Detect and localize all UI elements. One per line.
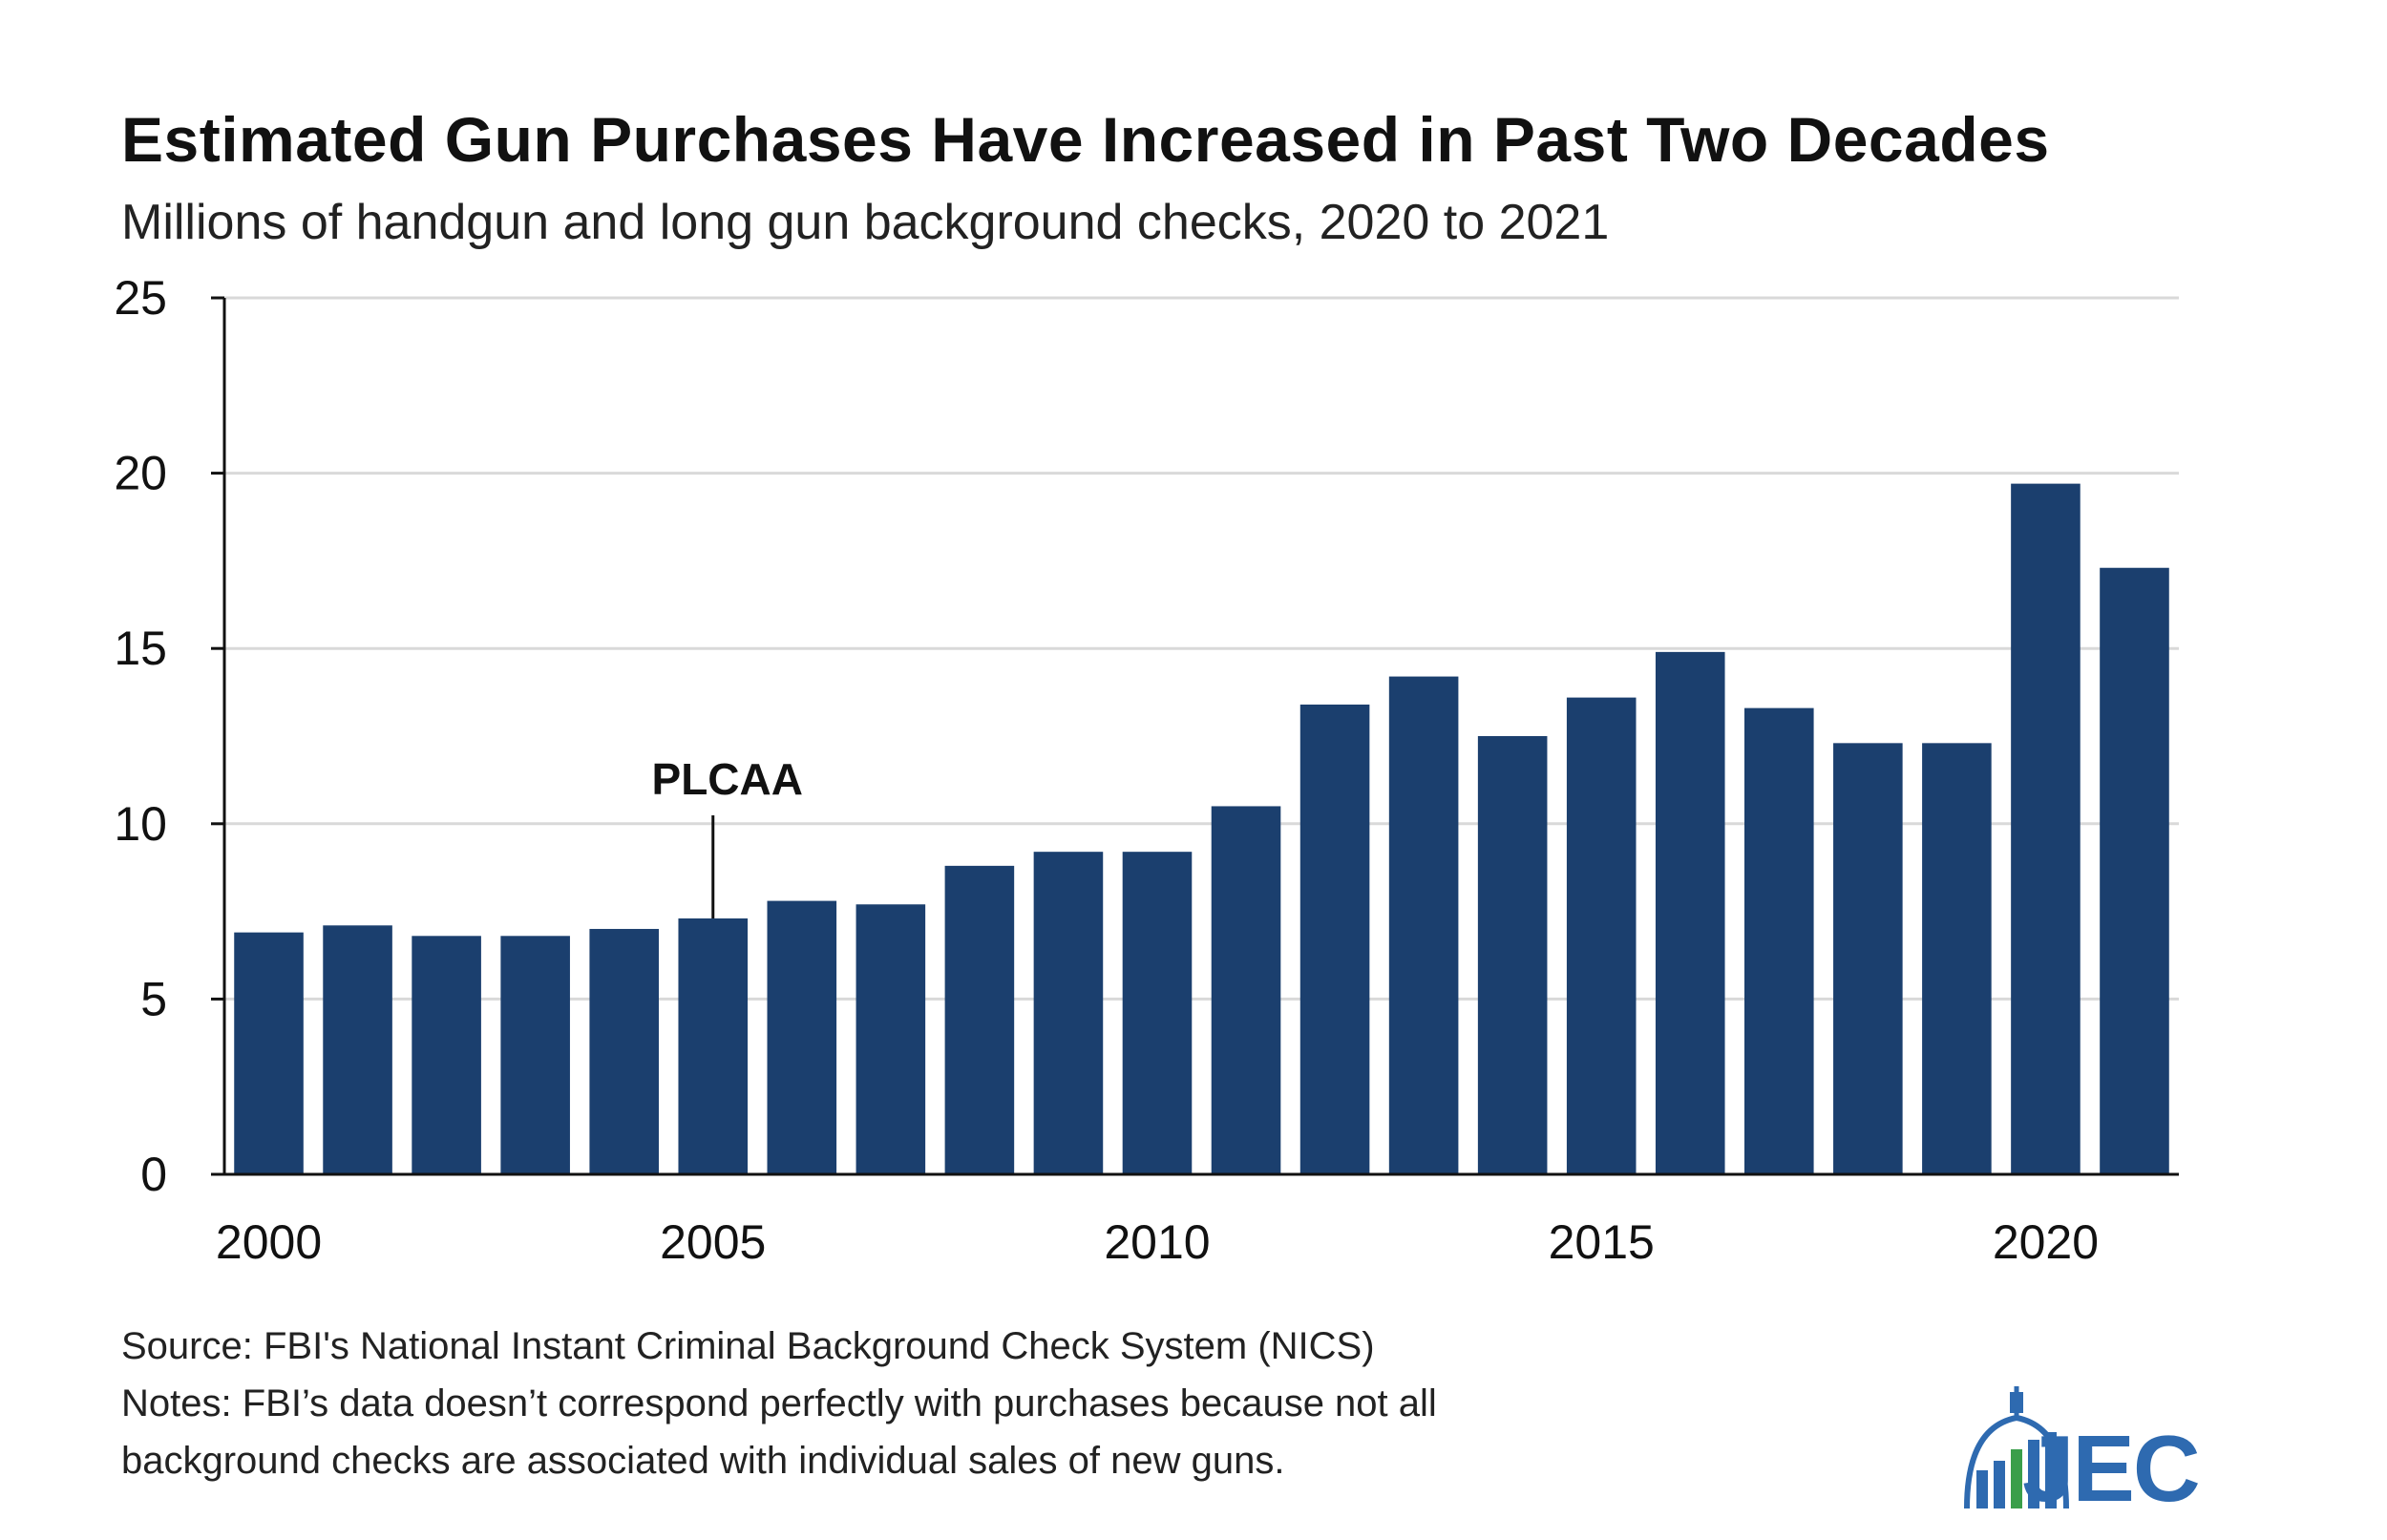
bar-2016	[1655, 651, 1725, 1174]
logo-text: JEC	[2022, 1416, 2201, 1521]
source-line: Source: FBI's National Instant Criminal …	[121, 1325, 1375, 1367]
x-tick-label: 2020	[1993, 1215, 2099, 1269]
bar-2001	[323, 925, 392, 1174]
bar-2000	[234, 932, 304, 1174]
bar-2013	[1388, 676, 1459, 1174]
bar-chart: 0 5 10 15 20 25 2000 2005 2010 2015 2020 PLCAA	[114, 271, 2179, 1269]
bar-2015	[1566, 697, 1637, 1174]
capitol-dome-icon	[1964, 1386, 2069, 1509]
bar-2007	[856, 904, 926, 1174]
y-tick-label: 0	[140, 1148, 167, 1201]
x-tick-label: 2005	[660, 1215, 766, 1269]
bar-2012	[1299, 704, 1370, 1174]
y-tick-label: 10	[114, 797, 167, 851]
chart-title: Estimated Gun Purchases Have Increased i…	[121, 104, 2050, 175]
bar-2008	[944, 865, 1015, 1174]
bar-2006	[767, 900, 837, 1174]
bar-2005	[678, 918, 749, 1174]
bar-2017	[1744, 707, 1814, 1174]
y-tick-label: 15	[114, 622, 167, 675]
y-tick-label: 25	[114, 271, 167, 325]
x-tick-label: 2010	[1104, 1215, 1210, 1269]
bar-2018	[1833, 743, 1903, 1174]
bar-2019	[1922, 743, 1992, 1174]
chart-subtitle: Millions of handgun and long gun backgro…	[121, 195, 1610, 250]
y-tick-label: 20	[114, 447, 167, 500]
x-tick-label: 2000	[216, 1215, 322, 1269]
bar-2020	[2011, 483, 2081, 1175]
bar-2014	[1477, 736, 1548, 1174]
notes-line-2: background checks are associated with in…	[121, 1440, 1285, 1482]
annotations: PLCAA	[652, 754, 803, 918]
bar-2004	[589, 928, 659, 1174]
bars	[234, 483, 2169, 1175]
bar-2011	[1211, 806, 1281, 1174]
y-tick-label: 5	[140, 972, 167, 1025]
notes-line-1: Notes: FBI’s data doesn’t correspond per…	[121, 1382, 1437, 1424]
bar-2021	[2100, 567, 2169, 1174]
source-notes: Source: FBI's National Instant Criminal …	[121, 1318, 1437, 1489]
x-tick-label: 2015	[1549, 1215, 1655, 1269]
annotation-label: PLCAA	[652, 754, 803, 804]
axes	[211, 296, 2179, 1176]
bar-2002	[412, 936, 481, 1174]
tick-labels: 0 5 10 15 20 25 2000 2005 2010 2015 2020	[114, 271, 2099, 1269]
bar-2010	[1122, 852, 1193, 1174]
bar-2009	[1033, 852, 1104, 1174]
bar-2003	[500, 936, 570, 1174]
